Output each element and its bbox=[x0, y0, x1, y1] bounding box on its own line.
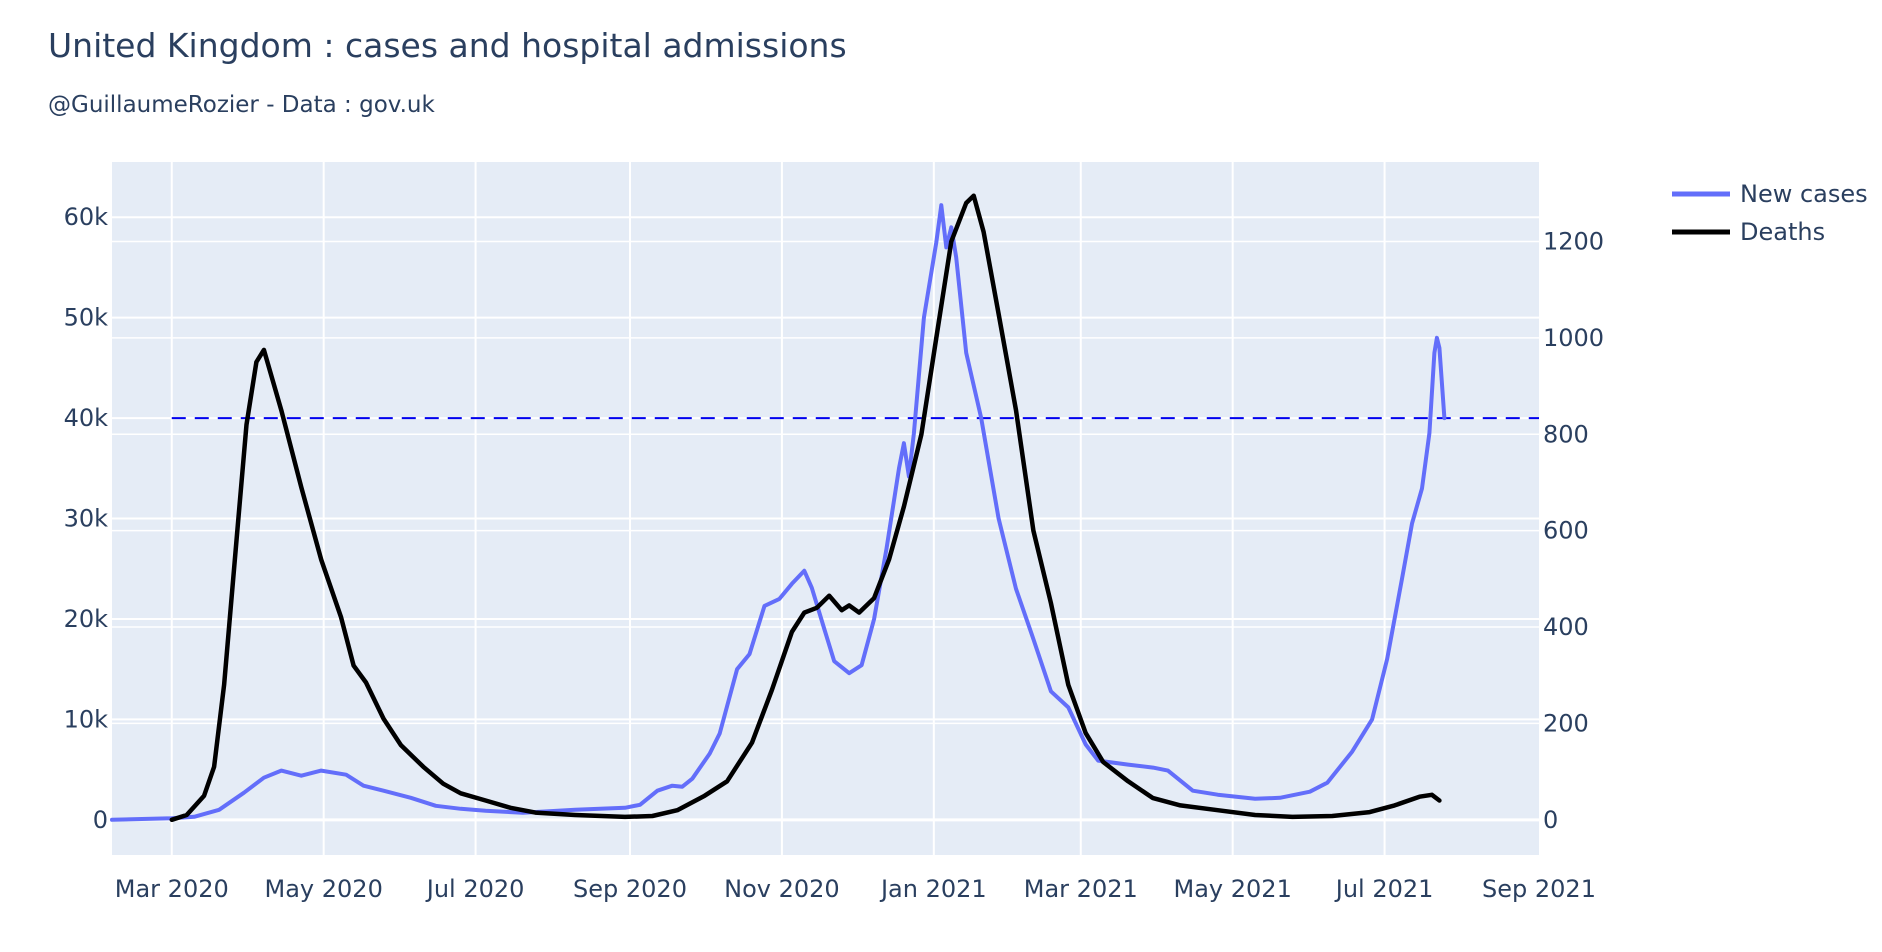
plot-background bbox=[112, 162, 1539, 855]
y-right-tick-label: 1200 bbox=[1543, 228, 1604, 256]
legend-item-new-cases[interactable]: New cases bbox=[1672, 180, 1868, 208]
y-axis-left-ticks: 0 10k 20k 30k 40k 50k 60k bbox=[64, 203, 109, 834]
vertical-gridlines bbox=[170, 162, 1386, 855]
x-tick-label: May 2021 bbox=[1174, 875, 1292, 903]
legend-item-deaths[interactable]: Deaths bbox=[1672, 218, 1825, 246]
legend-label: New cases bbox=[1740, 180, 1868, 208]
chart-title: United Kingdom : cases and hospital admi… bbox=[48, 26, 847, 65]
y-right-tick-label: 200 bbox=[1543, 709, 1589, 737]
x-tick-label: Mar 2021 bbox=[1024, 875, 1138, 903]
x-tick-label: May 2020 bbox=[265, 875, 383, 903]
legend-label: Deaths bbox=[1740, 218, 1825, 246]
y-right-tick-label: 800 bbox=[1543, 420, 1589, 448]
y-right-tick-label: 600 bbox=[1543, 517, 1589, 545]
y-left-tick-label: 30k bbox=[64, 505, 109, 533]
chart-subtitle: @GuillaumeRozier - Data : gov.uk bbox=[48, 92, 435, 118]
y-axis-right-ticks: 0 200 400 600 800 1000 1200 bbox=[1543, 228, 1604, 834]
y-left-tick-label: 20k bbox=[64, 605, 109, 633]
series-line-deaths bbox=[169, 193, 1442, 823]
x-tick-label: Sep 2020 bbox=[573, 875, 687, 903]
y-left-tick-label: 50k bbox=[64, 304, 109, 332]
x-tick-label: Jan 2021 bbox=[879, 875, 987, 903]
y-right-tick-label: 0 bbox=[1543, 806, 1558, 834]
x-tick-label: Sep 2021 bbox=[1482, 875, 1596, 903]
y-left-tick-label: 10k bbox=[64, 705, 109, 733]
series-group bbox=[110, 193, 1447, 823]
x-axis-ticks: Mar 2020 May 2020 Jul 2020 Sep 2020 Nov 2020… bbox=[115, 875, 1596, 903]
y-left-tick-label: 60k bbox=[64, 203, 109, 231]
y-right-tick-label: 400 bbox=[1543, 613, 1589, 641]
x-tick-label: Jul 2020 bbox=[425, 875, 525, 903]
y-left-tick-label: 0 bbox=[93, 806, 108, 834]
y-left-tick-label: 40k bbox=[64, 404, 109, 432]
x-tick-label: Mar 2020 bbox=[115, 875, 229, 903]
x-tick-label: Jul 2021 bbox=[1334, 875, 1434, 903]
y-right-tick-label: 1000 bbox=[1543, 324, 1604, 352]
horizontal-gridlines bbox=[112, 216, 1539, 822]
series-line-new-cases bbox=[110, 203, 1447, 822]
legend[interactable]: New cases Deaths bbox=[1672, 180, 1868, 246]
x-tick-label: Nov 2020 bbox=[724, 875, 840, 903]
